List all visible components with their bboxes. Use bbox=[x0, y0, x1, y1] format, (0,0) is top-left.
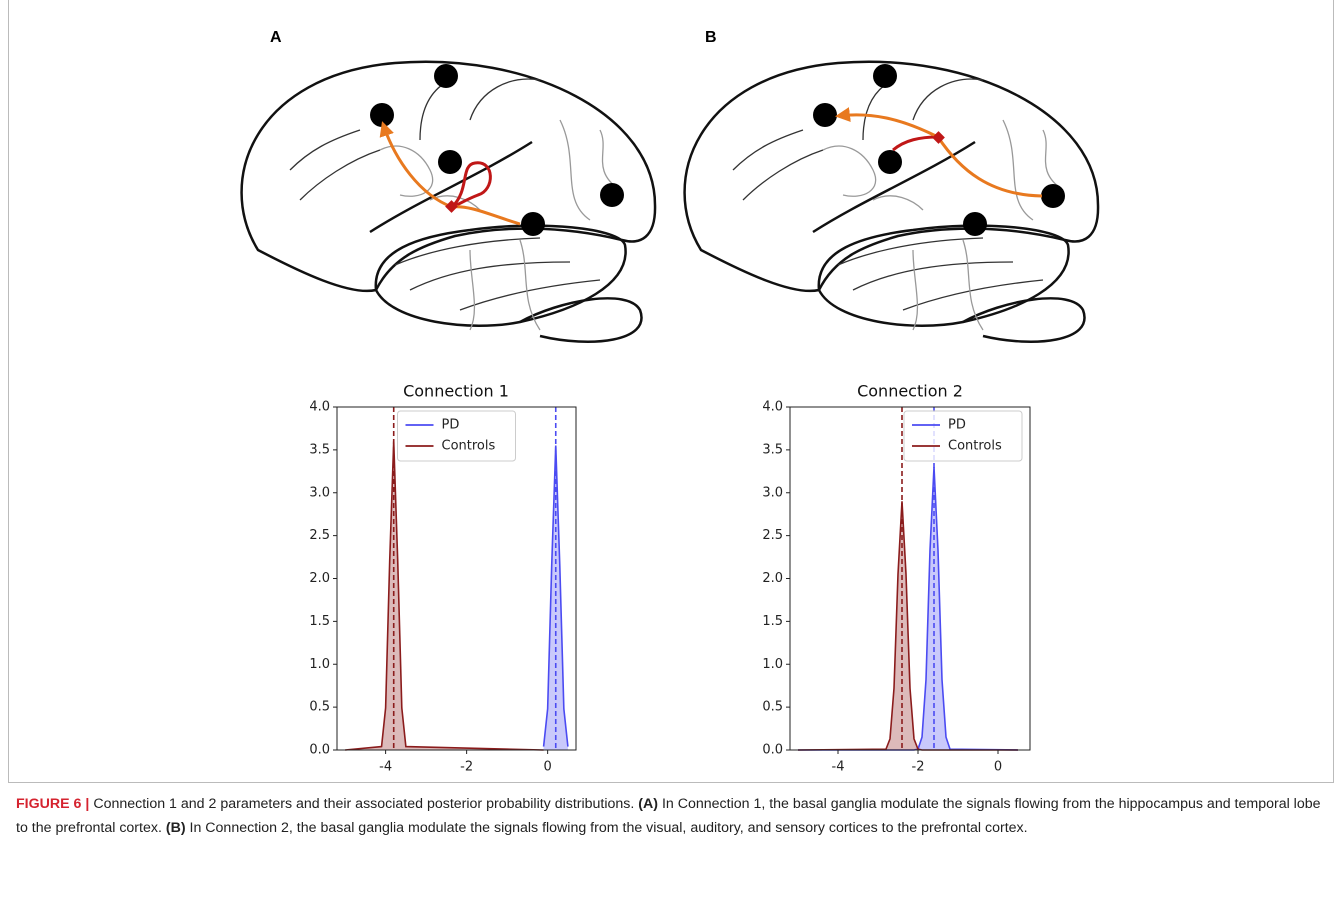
y-tick-label: 3.0 bbox=[309, 485, 330, 500]
y-tick-label: 1.0 bbox=[762, 657, 783, 672]
y-tick-label: 3.5 bbox=[762, 442, 783, 457]
x-tick-label: -4 bbox=[379, 760, 392, 775]
density-line bbox=[345, 441, 543, 750]
x-tick-label: -2 bbox=[460, 760, 473, 775]
density-fill bbox=[345, 441, 543, 750]
y-tick-label: 0.0 bbox=[762, 743, 783, 758]
caption-text: Connection 1 and 2 parameters and their … bbox=[93, 796, 634, 812]
y-tick-label: 2.0 bbox=[309, 571, 330, 586]
x-tick-label: -2 bbox=[912, 760, 925, 775]
y-tick-label: 4.0 bbox=[762, 400, 783, 415]
legend-label: PD bbox=[442, 418, 460, 433]
figure: A B Connection 1 Connection 2 0.0 0.5 1.0 1… bbox=[0, 0, 1342, 785]
brain-diagram bbox=[685, 62, 1098, 342]
y-tick-label: 2.0 bbox=[762, 571, 783, 586]
y-tick-label: 2.5 bbox=[309, 528, 330, 543]
x-tick-label: 0 bbox=[994, 760, 1002, 775]
panel-label: A bbox=[270, 29, 282, 46]
y-tick-label: 0.5 bbox=[309, 700, 330, 715]
caption-tag: (A) bbox=[638, 796, 658, 812]
caption-text: In Connection 2, the basal ganglia modul… bbox=[190, 820, 1028, 836]
y-tick-label: 2.5 bbox=[762, 528, 783, 543]
caption-tag: (B) bbox=[166, 820, 186, 836]
x-tick-label: -4 bbox=[832, 760, 845, 775]
chart-title: Connection 1 bbox=[403, 382, 509, 401]
brain-diagram bbox=[242, 62, 655, 342]
legend-label: PD bbox=[948, 418, 966, 433]
figure-label: FIGURE 6 bbox=[16, 796, 81, 812]
legend-label: Controls bbox=[948, 439, 1002, 454]
separator: | bbox=[85, 796, 89, 812]
x-tick-label: 0 bbox=[544, 760, 552, 775]
page: {"panels": ["A", "B"], "chart_data": [ {… bbox=[0, 0, 1342, 901]
y-tick-label: 0.0 bbox=[309, 743, 330, 758]
y-tick-label: 1.5 bbox=[309, 614, 330, 629]
y-tick-label: 1.0 bbox=[309, 657, 330, 672]
chart: 0.0 0.5 1.0 1.5 2.0 2.5 3.0 3.5 4.0 -4 -2 0 PD Contro… bbox=[762, 400, 1030, 775]
y-tick-label: 1.5 bbox=[762, 614, 783, 629]
figure-caption: FIGURE 6 | Connection 1 and 2 parameters… bbox=[16, 792, 1326, 840]
y-tick-label: 3.0 bbox=[762, 485, 783, 500]
y-tick-label: 3.5 bbox=[309, 442, 330, 457]
y-tick-label: 0.5 bbox=[762, 700, 783, 715]
chart-title: Connection 2 bbox=[857, 382, 963, 401]
y-tick-label: 4.0 bbox=[309, 400, 330, 415]
panel-label: B bbox=[705, 29, 717, 46]
legend-label: Controls bbox=[442, 439, 496, 454]
chart: 0.0 0.5 1.0 1.5 2.0 2.5 3.0 3.5 4.0 -4 -2 0 PD Contro… bbox=[309, 400, 576, 775]
